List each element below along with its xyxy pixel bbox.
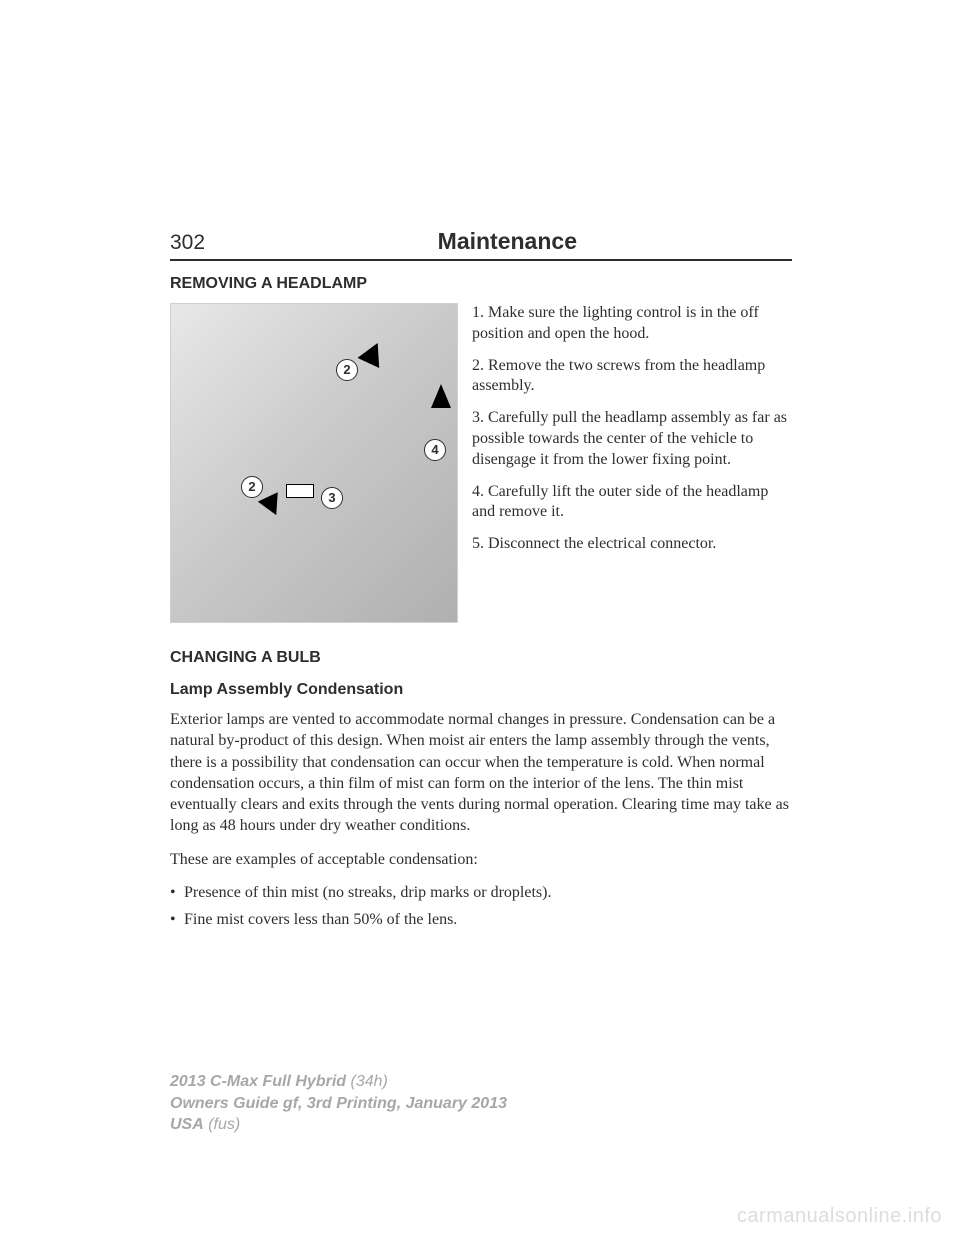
footer-code: (34h)	[346, 1073, 388, 1090]
callout-3: 3	[321, 487, 343, 509]
condensation-para: Exterior lamps are vented to accommodate…	[170, 709, 792, 837]
callout-4: 4	[424, 439, 446, 461]
footer-model: 2013 C-Max Full Hybrid	[170, 1073, 346, 1090]
headlamp-diagram: 2 4 2 3	[170, 303, 458, 623]
footer-region: USA	[170, 1116, 204, 1133]
arrow-outline-icon	[286, 484, 314, 498]
headlamp-block: 2 4 2 3 1. Make sure the lighting contro…	[170, 303, 792, 623]
section-heading-changing: CHANGING A BULB	[170, 649, 792, 667]
section-heading-removing: REMOVING A HEADLAMP	[170, 275, 792, 293]
page-number: 302	[170, 231, 205, 255]
subheading-condensation: Lamp Assembly Condensation	[170, 681, 792, 699]
footer-region-code: (fus)	[204, 1116, 240, 1133]
step-1: 1. Make sure the lighting control is in …	[472, 303, 792, 345]
callout-2: 2	[336, 359, 358, 381]
list-item: Fine mist covers less than 50% of the le…	[170, 909, 792, 931]
footer-line-1: 2013 C-Max Full Hybrid (34h)	[170, 1071, 507, 1093]
footer-line-2: Owners Guide gf, 3rd Printing, January 2…	[170, 1093, 507, 1115]
arrow-icon	[357, 338, 388, 368]
page-footer: 2013 C-Max Full Hybrid (34h) Owners Guid…	[170, 1071, 507, 1136]
footer-line-3: USA (fus)	[170, 1114, 507, 1136]
condensation-bullets: Presence of thin mist (no streaks, drip …	[170, 882, 792, 931]
arrow-icon	[258, 492, 286, 519]
chapter-title: Maintenance	[438, 228, 577, 255]
headlamp-steps: 1. Make sure the lighting control is in …	[472, 303, 792, 623]
arrow-icon	[431, 384, 451, 408]
step-3: 3. Carefully pull the headlamp assembly …	[472, 408, 792, 470]
examples-intro: These are examples of acceptable condens…	[170, 849, 792, 870]
step-2: 2. Remove the two screws from the headla…	[472, 356, 792, 398]
list-item: Presence of thin mist (no streaks, drip …	[170, 882, 792, 904]
step-4: 4. Carefully lift the outer side of the …	[472, 482, 792, 524]
page-header: 302 Maintenance	[170, 228, 792, 261]
callout-2: 2	[241, 476, 263, 498]
watermark: carmanualsonline.info	[737, 1205, 942, 1228]
step-5: 5. Disconnect the electrical connector.	[472, 534, 792, 555]
